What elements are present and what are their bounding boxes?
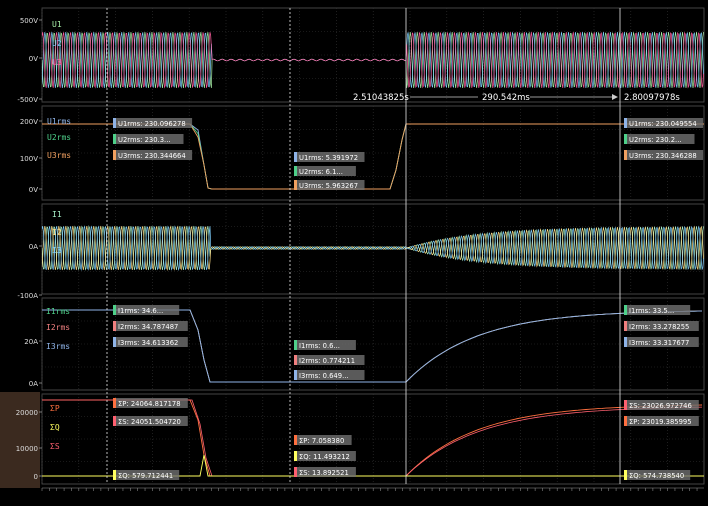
readout-pq-a: ΣP: 24064.817178: [118, 400, 181, 408]
channel-label-U3rms: U3rms: [47, 151, 71, 160]
readout-u-a: U3rms: 230.344664: [118, 152, 186, 160]
current-trace-2: [42, 225, 704, 271]
readout-pq-b: ΣQ: 11.493212: [299, 453, 350, 461]
channel-label-ΣS: ΣS: [50, 442, 60, 451]
channel-label-ΣQ: ΣQ: [50, 423, 60, 432]
readout-pq-a: ΣS: 24051.504720: [118, 418, 181, 426]
readout-i-a: I3rms: 34.613362: [118, 339, 178, 347]
readout-u-a: U2rms: 230.3...: [118, 136, 171, 144]
channel-label-I3: I3: [52, 246, 62, 255]
power-s-trace: [42, 399, 703, 477]
y-tick-label: 0V: [29, 55, 38, 63]
measure-end: 2.80097978s: [624, 93, 680, 103]
readout-i-c: I1rms: 33.5...: [629, 307, 674, 315]
voltage-trace-3: [42, 31, 704, 89]
readout-u-b: U2rms: 6.1...: [299, 168, 343, 176]
channel-label-ΣP: ΣP: [50, 404, 60, 413]
readout-i-c: I2rms: 33.278255: [629, 323, 689, 331]
y-tick-label: -500V: [17, 96, 38, 104]
channel-label-U2rms: U2rms: [47, 133, 71, 142]
y-tick-label: 0: [34, 473, 38, 481]
readout-u-c: U3rms: 230.346288: [629, 152, 697, 160]
y-tick-label: 20A: [24, 338, 38, 346]
readout-pq-c: ΣP: 23019.385995: [629, 418, 692, 426]
readout-u-c: U1rms: 230.049554: [629, 120, 697, 128]
y-tick-label: -100A: [17, 292, 38, 300]
y-tick-label: 10000: [16, 445, 38, 453]
readout-u-a: U1rms: 230.096278: [118, 120, 186, 128]
y-tick-label: 500V: [20, 17, 38, 25]
power-p-trace: [42, 399, 703, 477]
channel-label-I1rms: I1rms: [46, 307, 70, 316]
readout-i-b: I2rms: 0.774211: [299, 357, 355, 365]
channel-label-U1rms: U1rms: [47, 117, 71, 126]
channel-labels: U1 U2 U3 U1rms U2rms U3rms I1 I2 I3 I1rms I2rms I3r…: [46, 20, 71, 451]
voltage-rms-trace-3: [42, 123, 704, 190]
readout-i-c: I3rms: 33.317677: [629, 339, 689, 347]
channel-label-U3: U3: [52, 58, 62, 67]
readout-u-b: U3rms: 5.963267: [299, 182, 358, 190]
y-tick-label: 0A: [29, 243, 38, 251]
cursors[interactable]: [106, 8, 621, 484]
current-trace-3: [42, 225, 704, 271]
readout-i-b: I1rms: 0.6...: [299, 342, 340, 350]
y-tick-label: 20000: [16, 409, 38, 417]
measure-delta: 290.542ms: [482, 93, 530, 103]
readout-u-b: U1rms: 5.391972: [299, 154, 358, 162]
cursor-readouts: U1rms: 230.096278 U2rms: 230.3... U3rms: 2…: [113, 118, 704, 480]
y-tick-label: 100V: [20, 155, 38, 163]
readout-u-c: U2rms: 230.2...: [629, 136, 682, 144]
y-axis-ticks: 500V 0V -500V 200V 100V 0V 0A -100A 20A 0A 20000 10…: [16, 17, 42, 481]
readout-pq-b: ΣP: 7.058380: [299, 437, 344, 445]
channel-label-I3rms: I3rms: [46, 342, 70, 351]
measure-start: 2.51043825s: [353, 93, 409, 103]
channel-label-U2: U2: [52, 39, 62, 48]
readout-i-b: I3rms: 0.649...: [299, 372, 349, 380]
y-tick-label: 0V: [29, 186, 38, 194]
time-measurement: 2.51043825s 290.542ms 2.80097978s: [353, 93, 680, 103]
readout-pq-a: ΣQ: 579.712441: [118, 472, 173, 480]
channel-label-I2: I2: [52, 228, 62, 237]
channel-label-U1: U1: [52, 20, 62, 29]
grid: [41, 8, 704, 484]
y-tick-label: 0A: [29, 380, 38, 388]
readout-i-a: I1rms: 34.6...: [118, 307, 163, 315]
readout-pq-c: ΣQ: 574.738540: [629, 472, 684, 480]
channel-label-I2rms: I2rms: [46, 323, 70, 332]
x-axis: [41, 487, 704, 491]
readout-pq-c: ΣS: 23026.972746: [629, 402, 692, 410]
readout-pq-b: ΣS: 13.892521: [299, 469, 349, 477]
readout-i-a: I2rms: 34.787487: [118, 323, 178, 331]
y-tick-label: 200V: [20, 118, 38, 126]
arrow-head-icon: [612, 94, 618, 100]
power-axis-background: [0, 392, 40, 488]
channel-label-I1: I1: [52, 210, 62, 219]
